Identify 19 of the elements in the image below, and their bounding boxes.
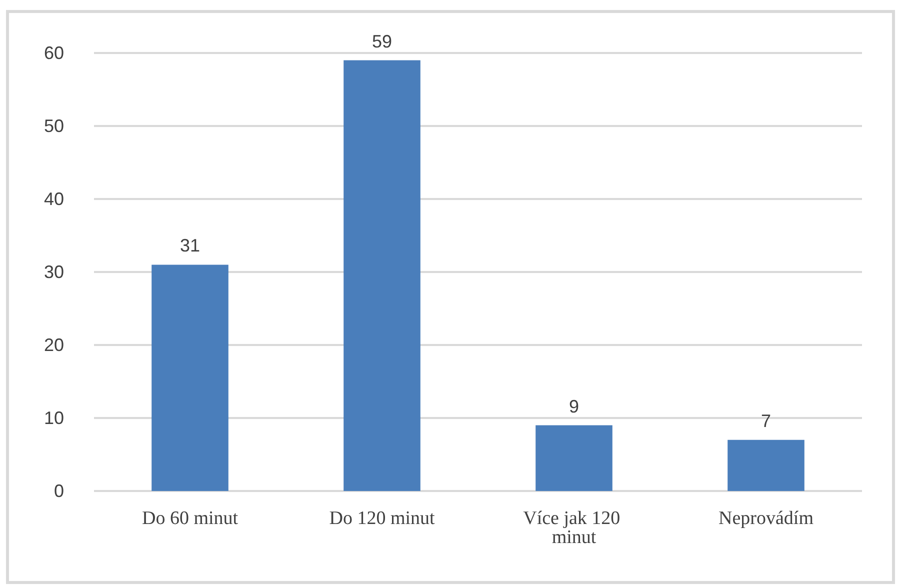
data-label: 31 (180, 236, 200, 256)
bar (728, 440, 804, 491)
data-label: 7 (760, 410, 772, 431)
x-tick-label: Více jak 120 minut (523, 508, 625, 548)
data-label: 9 (568, 396, 580, 416)
y-tick-label: 0 (54, 481, 64, 501)
y-tick-label: 60 (44, 43, 64, 63)
y-tick-label: 10 (44, 408, 64, 428)
y-tick-label: 50 (44, 116, 64, 136)
y-tick-label: 40 (44, 189, 64, 209)
data-label: 59 (372, 31, 392, 52)
bar (536, 425, 612, 491)
bar (344, 60, 420, 491)
bar (152, 264, 228, 491)
x-tick-label: Do 60 minut (142, 508, 239, 529)
y-tick-label: 30 (44, 262, 64, 282)
x-tick-label: Do 120 minut (329, 508, 436, 529)
y-tick-label: 20 (44, 335, 64, 355)
x-tick-label: Neprovádím (718, 508, 814, 529)
